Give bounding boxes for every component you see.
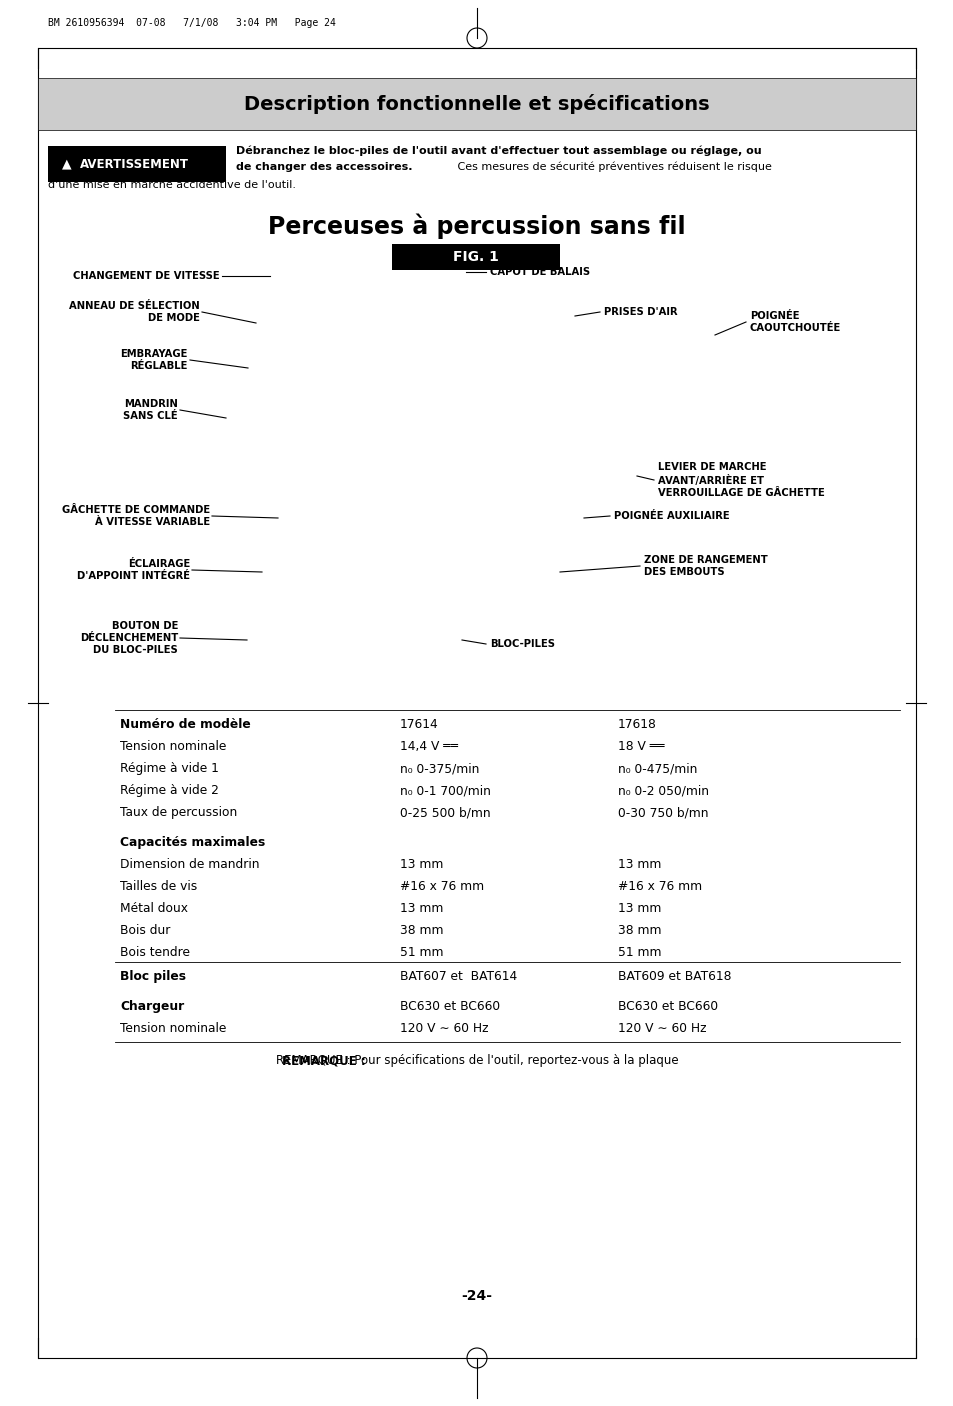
Bar bbox=[392, 245, 559, 270]
Text: 51 mm: 51 mm bbox=[399, 946, 443, 959]
Text: #16 x 76 mm: #16 x 76 mm bbox=[618, 880, 701, 893]
Text: Régime à vide 2: Régime à vide 2 bbox=[120, 785, 218, 797]
Text: 38 mm: 38 mm bbox=[618, 924, 660, 936]
Text: REMARQUE : Pour spécifications de l'outil, reportez-vous à la plaque: REMARQUE : Pour spécifications de l'outi… bbox=[275, 1054, 678, 1067]
Text: PRISES D'AIR: PRISES D'AIR bbox=[603, 307, 677, 316]
Text: n₀ 0-2 050/min: n₀ 0-2 050/min bbox=[618, 785, 708, 797]
Text: Bois dur: Bois dur bbox=[120, 924, 171, 936]
Text: Perceuses à percussion sans fil: Perceuses à percussion sans fil bbox=[268, 214, 685, 239]
Text: Description fonctionnelle et spécifications: Description fonctionnelle et spécificati… bbox=[244, 94, 709, 114]
Text: CAPOT DE BALAIS: CAPOT DE BALAIS bbox=[490, 267, 590, 277]
Text: 120 V ∼ 60 Hz: 120 V ∼ 60 Hz bbox=[618, 1022, 706, 1035]
Text: Chargeur: Chargeur bbox=[120, 1000, 184, 1012]
Bar bbox=[38, 77, 915, 129]
Text: Bois tendre: Bois tendre bbox=[120, 946, 190, 959]
Text: Numéro de modèle: Numéro de modèle bbox=[120, 718, 251, 731]
Text: Métal doux: Métal doux bbox=[120, 903, 188, 915]
Text: EMBRAYAGE
RÉGLABLE: EMBRAYAGE RÉGLABLE bbox=[120, 349, 188, 371]
Text: POIGNÉE
CAOUTCHOUTÉE: POIGNÉE CAOUTCHOUTÉE bbox=[749, 311, 841, 333]
Text: 18 V ══: 18 V ══ bbox=[618, 740, 664, 754]
Text: Régime à vide 1: Régime à vide 1 bbox=[120, 762, 218, 775]
Text: 38 mm: 38 mm bbox=[399, 924, 443, 936]
Text: ÉCLAIRAGE
D'APPOINT INTÉGRÉ: ÉCLAIRAGE D'APPOINT INTÉGRÉ bbox=[77, 558, 190, 581]
Text: MANDRIN
SANS CLÉ: MANDRIN SANS CLÉ bbox=[123, 399, 178, 422]
Bar bbox=[48, 146, 226, 181]
Text: BLOC-PILES: BLOC-PILES bbox=[490, 638, 555, 650]
Text: -24-: -24- bbox=[461, 1289, 492, 1303]
Text: d'une mise en marche accidentive de l'outil.: d'une mise en marche accidentive de l'ou… bbox=[48, 180, 295, 190]
Text: Tailles de vis: Tailles de vis bbox=[120, 880, 197, 893]
Text: GÂCHETTE DE COMMANDE
À VITESSE VARIABLE: GÂCHETTE DE COMMANDE À VITESSE VARIABLE bbox=[62, 505, 210, 527]
Text: 17618: 17618 bbox=[618, 718, 657, 731]
Text: BM 2610956394  07-08   7/1/08   3:04 PM   Page 24: BM 2610956394 07-08 7/1/08 3:04 PM Page … bbox=[48, 18, 335, 28]
Text: 0-30 750 b/mn: 0-30 750 b/mn bbox=[618, 806, 708, 820]
Text: de changer des accessoires.: de changer des accessoires. bbox=[235, 162, 412, 172]
Text: n₀ 0-1 700/min: n₀ 0-1 700/min bbox=[399, 785, 491, 797]
Text: 0-25 500 b/mn: 0-25 500 b/mn bbox=[399, 806, 490, 820]
Text: Bloc piles: Bloc piles bbox=[120, 970, 186, 983]
Text: BOUTON DE
DÉCLENCHEMENT
DU BLOC-PILES: BOUTON DE DÉCLENCHEMENT DU BLOC-PILES bbox=[80, 620, 178, 655]
Text: AVERTISSEMENT: AVERTISSEMENT bbox=[80, 157, 189, 170]
Text: CHANGEMENT DE VITESSE: CHANGEMENT DE VITESSE bbox=[73, 271, 220, 281]
Text: 17614: 17614 bbox=[399, 718, 438, 731]
Text: LEVIER DE MARCHE
AVANT/ARRIÈRE ET
VERROUILLAGE DE GÂCHETTE: LEVIER DE MARCHE AVANT/ARRIÈRE ET VERROU… bbox=[658, 463, 824, 498]
Text: 120 V ∼ 60 Hz: 120 V ∼ 60 Hz bbox=[399, 1022, 488, 1035]
Text: #16 x 76 mm: #16 x 76 mm bbox=[399, 880, 483, 893]
Text: BAT607 et  BAT614: BAT607 et BAT614 bbox=[399, 970, 517, 983]
Text: FIG. 1: FIG. 1 bbox=[453, 250, 498, 264]
Text: ZONE DE RANGEMENT
DES EMBOUTS: ZONE DE RANGEMENT DES EMBOUTS bbox=[643, 555, 767, 578]
Text: 51 mm: 51 mm bbox=[618, 946, 660, 959]
Text: n₀ 0-475/min: n₀ 0-475/min bbox=[618, 762, 697, 775]
Text: Taux de percussion: Taux de percussion bbox=[120, 806, 237, 820]
Text: Capacités maximales: Capacités maximales bbox=[120, 837, 265, 849]
Text: Débranchez le bloc-piles de l'outil avant d'effectuer tout assemblage ou réglage: Débranchez le bloc-piles de l'outil avan… bbox=[235, 146, 760, 156]
Text: ANNEAU DE SÉLECTION
DE MODE: ANNEAU DE SÉLECTION DE MODE bbox=[70, 301, 200, 323]
Text: ▲: ▲ bbox=[62, 157, 71, 170]
Text: Ces mesures de sécurité préventives réduisent le risque: Ces mesures de sécurité préventives rédu… bbox=[454, 162, 771, 173]
Text: POIGNÉE AUXILIAIRE: POIGNÉE AUXILIAIRE bbox=[614, 510, 729, 522]
Text: Tension nominale: Tension nominale bbox=[120, 1022, 226, 1035]
Text: Dimension de mandrin: Dimension de mandrin bbox=[120, 858, 259, 870]
Text: 13 mm: 13 mm bbox=[399, 858, 443, 870]
Text: 13 mm: 13 mm bbox=[618, 903, 660, 915]
Text: 14,4 V ══: 14,4 V ══ bbox=[399, 740, 457, 754]
Text: 13 mm: 13 mm bbox=[618, 858, 660, 870]
Text: BC630 et BC660: BC630 et BC660 bbox=[618, 1000, 718, 1012]
Text: BAT609 et BAT618: BAT609 et BAT618 bbox=[618, 970, 731, 983]
Text: n₀ 0-375/min: n₀ 0-375/min bbox=[399, 762, 478, 775]
Text: 13 mm: 13 mm bbox=[399, 903, 443, 915]
Text: BC630 et BC660: BC630 et BC660 bbox=[399, 1000, 499, 1012]
Text: REMARQUE :: REMARQUE : bbox=[282, 1054, 365, 1067]
Text: Tension nominale: Tension nominale bbox=[120, 740, 226, 754]
